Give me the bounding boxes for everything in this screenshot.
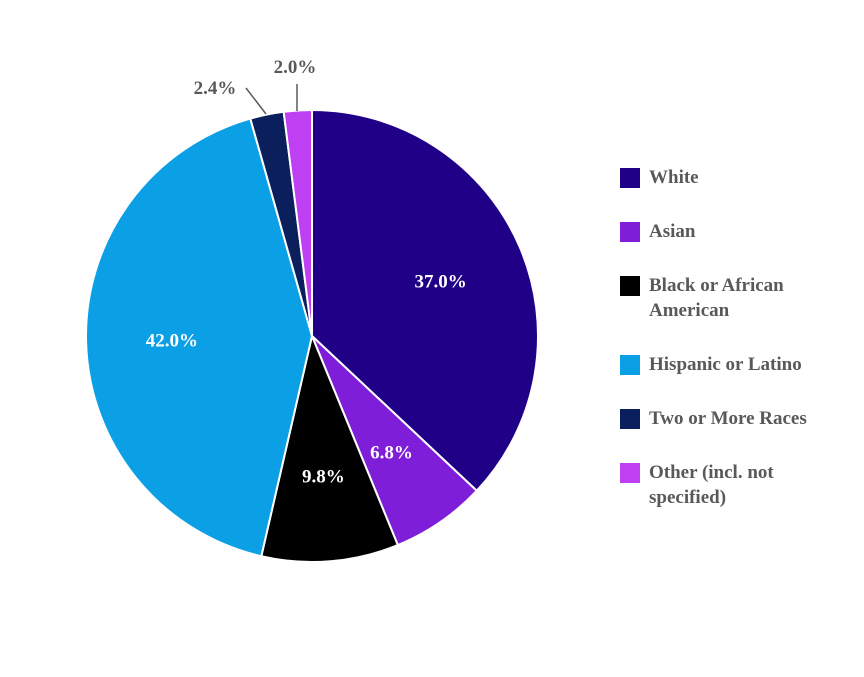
legend-item-other: Other (incl. not specified): [620, 460, 839, 510]
pie-leader-line-two-or-more-races: [245, 87, 267, 115]
pie-label-hispanic-or-latino: 42.0%: [146, 331, 198, 352]
legend-label-two-or-more: Two or More Races: [649, 408, 807, 429]
legend-swatch-asian: [620, 222, 640, 242]
pie-slice-white: [311, 109, 539, 492]
legend-label-black: Black or African American: [649, 275, 784, 321]
pie-label-asian: 6.8%: [370, 442, 413, 463]
pie-label-white: 37.0%: [414, 271, 466, 292]
legend-item-two-or-more: Two or More Races: [620, 406, 839, 431]
pie-label-black-or-african-american: 9.8%: [302, 467, 345, 488]
legend-label-hispanic: Hispanic or Latino: [649, 354, 802, 375]
pie-label-two-or-more-races: 2.4%: [194, 78, 237, 99]
pie-slice-other-incl-not-specified: [282, 108, 313, 337]
legend-swatch-hispanic: [620, 355, 640, 375]
legend-label-other: Other (incl. not specified): [649, 462, 774, 508]
legend-label-white: White: [649, 167, 699, 188]
legend-item-black: Black or African American: [620, 273, 839, 323]
legend-swatch-black: [620, 276, 640, 296]
legend-swatch-two-or-more: [620, 409, 640, 429]
legend-swatch-other: [620, 463, 640, 483]
legend-swatch-white: [620, 168, 640, 188]
legend-label-asian: Asian: [649, 221, 696, 242]
legend-item-asian: Asian: [620, 219, 839, 244]
pie-slice-hispanic-or-latino: [85, 117, 313, 558]
legend-item-hispanic: Hispanic or Latino: [620, 352, 839, 377]
pie-slice-black-or-african-american: [260, 335, 399, 563]
legend-item-white: White: [620, 165, 839, 190]
pie-label-other-incl-not-specified: 2.0%: [274, 57, 317, 78]
